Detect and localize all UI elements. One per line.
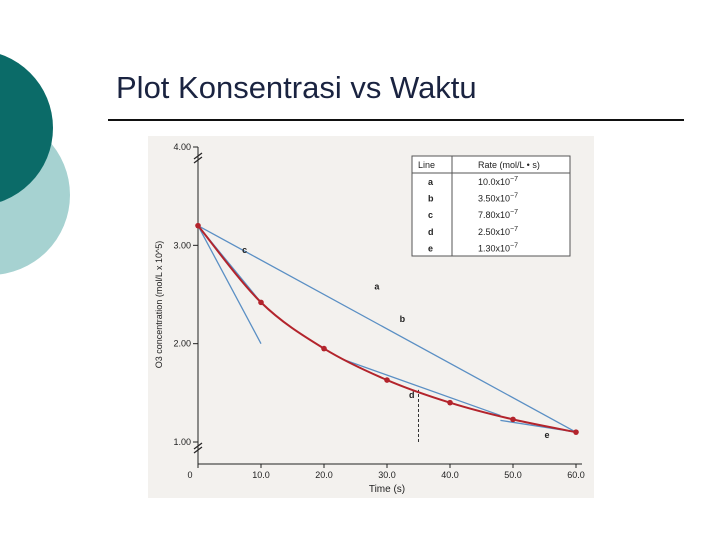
legend-row-line: e <box>428 243 433 253</box>
tangent-label-b: b <box>400 314 406 324</box>
x-tick-label: 20.0 <box>315 470 333 480</box>
legend-row-exponent: −7 <box>510 193 518 200</box>
data-point <box>384 377 390 383</box>
x-tick-label: 10.0 <box>252 470 270 480</box>
chart-svg: 1.00 2.00 3.00 4.00 0 10.0 20.0 30.0 40.0 50.0 60.… <box>154 142 585 495</box>
title-underline <box>108 119 684 121</box>
y-tick-label: 3.00 <box>173 240 191 250</box>
y-tick-label: 2.00 <box>173 339 191 349</box>
legend-row-exponent: −7 <box>510 242 518 249</box>
data-point <box>321 345 327 352</box>
chart-figure: 1.00 2.00 3.00 4.00 0 10.0 20.0 30.0 40.0 50.0 60.… <box>148 136 594 498</box>
tangent-line-d <box>342 358 501 417</box>
y-tick-label: 4.00 <box>173 142 191 152</box>
legend-table <box>411 155 571 257</box>
tangent-line-b <box>197 225 577 433</box>
legend-row-exponent: −7 <box>510 176 518 183</box>
legend-header-rate: Rate (mol/L • s) <box>478 160 540 170</box>
legend-row-line: c <box>428 210 433 220</box>
data-point <box>510 416 516 423</box>
data-point <box>447 399 453 406</box>
y-tick-label: 1.00 <box>173 437 191 447</box>
axis-break <box>193 152 203 160</box>
data-point <box>195 222 201 229</box>
legend-row-exponent: −7 <box>510 209 518 216</box>
legend-row-rate: 1.30x10−7 <box>478 242 518 253</box>
legend-row-rate: 7.80x10−7 <box>478 209 518 220</box>
legend-row-line: a <box>428 177 434 187</box>
axis-break <box>193 446 203 454</box>
y-axis-label: O3 concentration (mol/L x 10^5) <box>154 241 164 368</box>
dark-teal-circle <box>0 54 53 202</box>
data-point <box>573 429 579 435</box>
tangent-label-d: d <box>409 390 415 400</box>
data-point <box>258 299 264 306</box>
legend-header-line: Line <box>418 160 435 170</box>
legend-row-rate: 2.50x10−7 <box>478 226 518 237</box>
tangent-line-a <box>197 225 262 344</box>
legend-row-exponent: −7 <box>510 226 518 233</box>
x-tick-label: 50.0 <box>504 470 522 480</box>
x-tick-label: 30.0 <box>378 470 396 480</box>
slide-title: Plot Konsentrasi vs Waktu <box>116 70 477 105</box>
legend-row-rate: 10.0x10−7 <box>478 176 518 187</box>
tangent-label-a: a <box>374 282 380 292</box>
x-axis-label: Time (s) <box>369 484 405 495</box>
legend-row-rate: 3.50x10−7 <box>478 193 518 204</box>
tangent-label-e: e <box>545 430 550 440</box>
legend-row-line: d <box>428 227 434 237</box>
axis-break <box>193 156 203 164</box>
x-tick-label: 0 <box>187 470 192 480</box>
x-tick-label: 40.0 <box>441 470 459 480</box>
legend-row-line: b <box>428 194 434 204</box>
slide-decoration <box>0 54 70 275</box>
x-tick-label: 60.0 <box>567 470 585 480</box>
tangent-label-c: c <box>242 245 247 255</box>
axis-break <box>193 442 203 450</box>
